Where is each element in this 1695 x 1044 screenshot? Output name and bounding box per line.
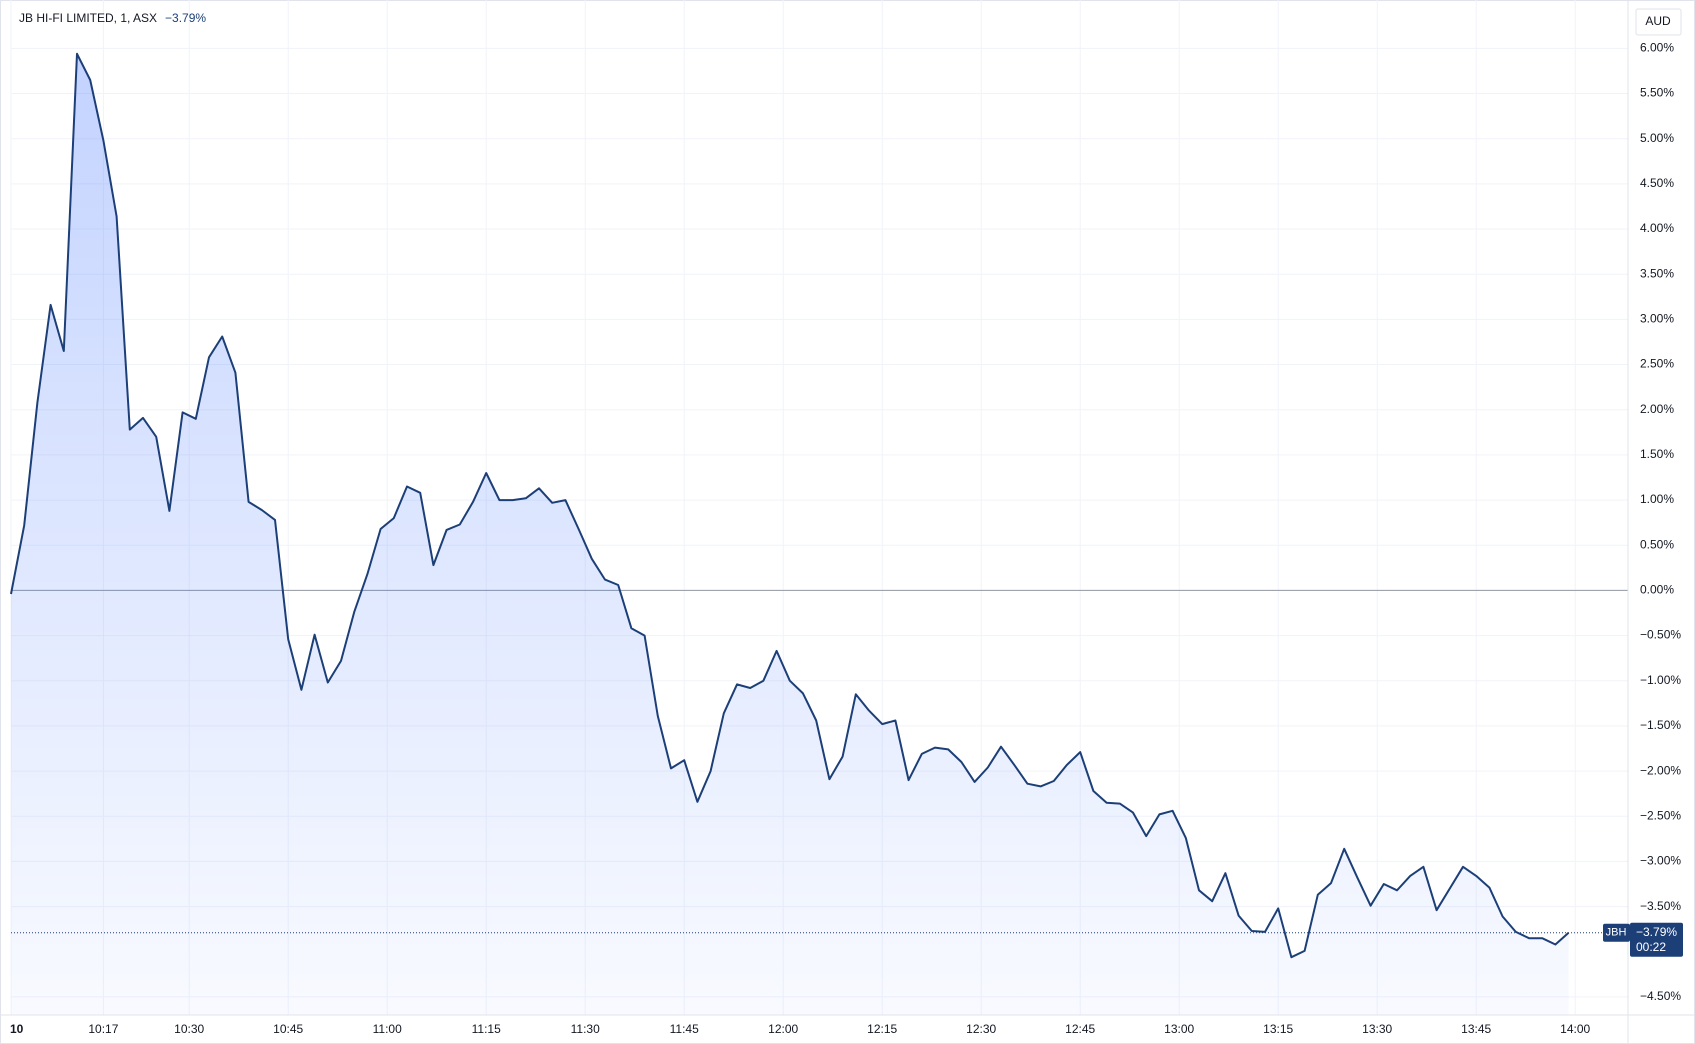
y-tick-label: 5.50% [1640, 86, 1674, 100]
price-tag-countdown: 00:22 [1636, 940, 1666, 954]
y-tick-label: 6.00% [1640, 41, 1674, 55]
header-change: −3.79% [165, 11, 206, 25]
x-tick-label: 13:30 [1362, 1022, 1392, 1036]
y-tick-label: 4.50% [1640, 176, 1674, 190]
x-tick-label: 12:30 [966, 1022, 996, 1036]
y-tick-label: 3.00% [1640, 312, 1674, 326]
x-tick-label: 10:45 [273, 1022, 303, 1036]
y-tick-label: −1.00% [1640, 673, 1681, 687]
currency: AUD [1645, 14, 1671, 28]
x-tick-label: 13:00 [1164, 1022, 1194, 1036]
price-line [10, 52, 1570, 959]
x-tick-label: 11:00 [373, 1022, 402, 1036]
y-tick-label: 3.50% [1640, 266, 1674, 280]
y-tick-label: 5.00% [1640, 131, 1674, 145]
x-tick-label: 12:15 [867, 1022, 897, 1036]
currency-box [1635, 8, 1682, 36]
y-tick-label: −0.50% [1640, 628, 1681, 642]
symbol-tag [1603, 923, 1630, 942]
y-tick-label: 4.00% [1640, 221, 1674, 235]
y-tick-label: 2.50% [1640, 357, 1674, 371]
chart-title: JB HI-FI LIMITED, 1, ASX [19, 11, 157, 25]
y-tick-label: −2.50% [1640, 808, 1681, 822]
area-fill [11, 53, 1569, 1016]
x-tick-label: 11:45 [670, 1022, 699, 1036]
x-tick-label: 11:30 [571, 1022, 600, 1036]
x-tick-label: 10:17 [88, 1022, 118, 1036]
y-tick-label: 2.00% [1640, 402, 1674, 416]
x-tick-label: 10 [10, 1022, 24, 1036]
y-tick-label: 0.50% [1640, 537, 1674, 551]
x-tick-label: 13:45 [1461, 1022, 1491, 1036]
price-tag [1630, 922, 1683, 957]
y-tick-label: 1.50% [1640, 447, 1674, 461]
price-tag-value: −3.79% [1636, 925, 1677, 939]
x-tick-label: 11:15 [472, 1022, 501, 1036]
x-tick-label: 12:45 [1065, 1022, 1095, 1036]
plot [10, 52, 1628, 1016]
y-tick-label: −1.50% [1640, 718, 1681, 732]
y-tick-label: −3.50% [1640, 899, 1681, 913]
y-tick-label: 1.00% [1640, 492, 1674, 506]
y-tick-label: −2.00% [1640, 763, 1681, 777]
y-tick-label: −4.50% [1640, 989, 1681, 1003]
x-tick-label: 10:30 [174, 1022, 204, 1036]
x-tick-label: 14:00 [1560, 1022, 1590, 1036]
x-tick-label: 13:15 [1263, 1022, 1293, 1036]
x-tick-label: 12:00 [768, 1022, 798, 1036]
symbol-tag-text: JBH [1606, 927, 1627, 939]
y-tick-label: 0.00% [1640, 583, 1674, 597]
y-tick-label: −3.00% [1640, 854, 1681, 868]
